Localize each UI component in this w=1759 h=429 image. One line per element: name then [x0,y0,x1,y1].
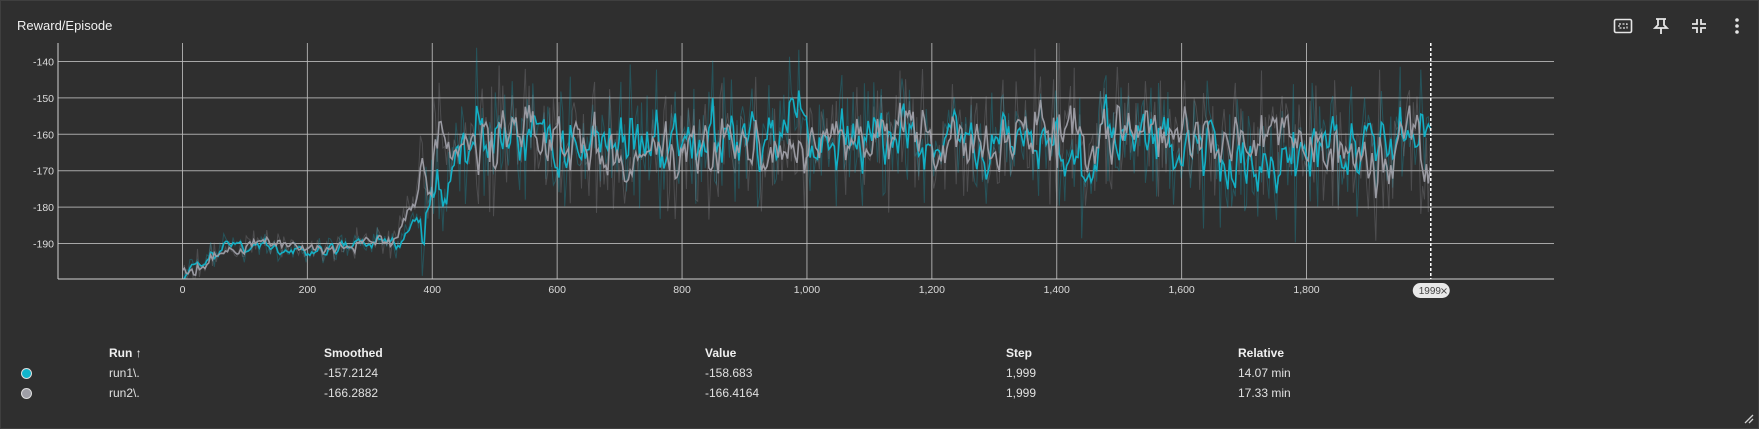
pin-icon [1653,17,1669,35]
step-cursor-chip[interactable] [1412,283,1450,298]
raw-value: -166.4164 [705,386,760,400]
smoothed-value: -157.2124 [324,366,379,380]
x-tick-label: 1,600 [1168,284,1194,296]
collapse-button[interactable] [1686,13,1712,39]
collapse-icon [1691,18,1707,34]
table-row: run2\. -166.2882 -166.4164 1,999 17.33 m… [1,383,1759,403]
close-icon: × [1440,286,1448,297]
step-cursor: 1999× [1412,43,1450,298]
relative-time: 17.33 min [1238,386,1291,400]
x-tick-label: 1,800 [1293,284,1319,296]
step-value: 1,999 [1006,366,1037,380]
step-value: 1,999 [1006,386,1037,400]
more-vert-icon [1734,17,1740,35]
y-tick-label: -190 [33,239,54,251]
run-name: run1\. [109,366,140,380]
table-row: run1\. -157.2124 -158.683 1,999 14.07 mi… [1,363,1759,383]
card-title: Reward/Episode [17,18,113,33]
x-tick-label: 400 [424,284,442,296]
raw-value: -158.683 [705,366,753,380]
x-tick-label: 1,400 [1044,284,1070,296]
resize-handle-icon[interactable] [1742,412,1754,424]
x-tick-label: 600 [548,284,566,296]
raw-line-2 [182,43,1431,279]
y-tick-label: -180 [33,202,54,214]
smoothed-series-lines [181,90,1431,279]
x-tick-label: 1,000 [794,284,820,296]
x-tick-label: 1,200 [919,284,945,296]
y-tick-label: -170 [33,166,54,178]
x-tick-label: 800 [673,284,691,296]
run-name: run2\. [109,386,140,400]
chart-axes: -190 -180 -170 -160 -150 -140 0 200 400 600 800 1,0… [33,43,1554,296]
smoothed-line-1 [182,90,1431,279]
fit-domain-button[interactable] [1610,13,1636,39]
y-tick-label: -140 [33,57,54,69]
chart-grid [58,43,1554,279]
y-tick-label: -150 [33,93,54,105]
smoothed-line-2 [181,99,1431,277]
fit-domain-icon [1613,18,1633,34]
card-toolbar [1610,13,1750,39]
step-cursor-label: 1999 [1419,286,1442,297]
y-tick-label: -160 [33,129,54,141]
x-tick-label: 0 [180,284,186,296]
smoothed-value: -166.2882 [324,386,379,400]
line-chart[interactable]: -190 -180 -170 -160 -150 -140 0 200 400 600 800 1,0… [1,41,1759,341]
run-color-dot [21,368,32,379]
header-step: Step [1006,346,1033,360]
relative-time: 14.07 min [1238,366,1291,380]
run-color-dot [21,388,32,399]
x-tick-label: 200 [299,284,317,296]
pin-button[interactable] [1648,13,1674,39]
table-header: Run ↑ Smoothed Value Step Relative [1,343,1759,363]
header-smoothed: Smoothed [324,346,383,360]
more-options-button[interactable] [1724,13,1750,39]
header-relative: Relative [1238,346,1285,360]
header-run[interactable]: Run ↑ [109,346,142,360]
header-value: Value [705,346,737,360]
